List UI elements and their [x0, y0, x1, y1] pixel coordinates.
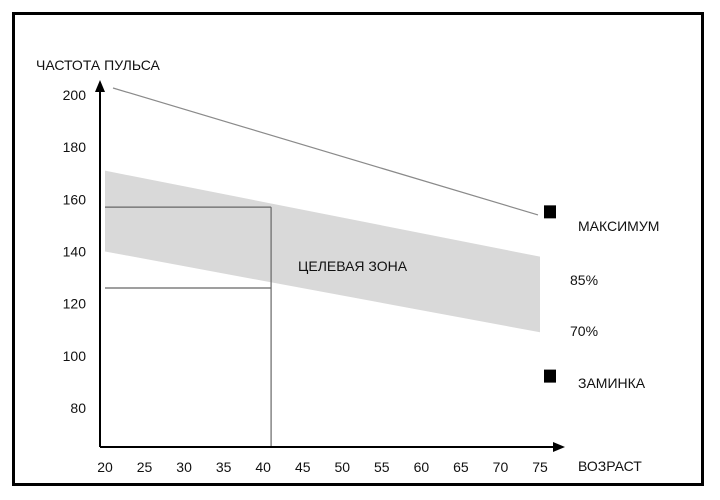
x-tick-label: 50 [334, 459, 350, 475]
y-axis-arrow-icon [95, 80, 105, 92]
x-tick-label: 25 [137, 459, 153, 475]
x-tick-label: 35 [216, 459, 232, 475]
y-tick-label: 100 [63, 348, 87, 364]
max-marker [544, 205, 556, 219]
tick-layer: 80 100 120 140 160 180 200 20 25 30 35 40 45 50 55 60 65… [63, 87, 548, 475]
x-tick-label: 45 [295, 459, 311, 475]
line-layer [105, 87, 539, 447]
y-axis-label: ЧАСТОТА ПУЛЬСА [36, 57, 160, 73]
x-axis-arrow-icon [553, 442, 565, 452]
x-tick-label: 70 [493, 459, 509, 475]
y-tick-label: 180 [63, 139, 87, 155]
cooldown-marker [544, 369, 556, 383]
x-tick-label: 65 [453, 459, 469, 475]
x-tick-label: 75 [532, 459, 548, 475]
max-heart-rate-line [112, 87, 539, 216]
x-tick-label: 55 [374, 459, 390, 475]
y-tick-label: 80 [70, 400, 86, 416]
axis-layer [95, 80, 565, 452]
x-tick-label: 40 [255, 459, 271, 475]
x-tick-label: 20 [97, 459, 113, 475]
target-zone-label: ЦЕЛЕВАЯ ЗОНА [298, 258, 408, 274]
legend-cooldown-label: ЗАМИНКА [578, 375, 646, 391]
marker-layer [544, 205, 556, 383]
legend-max-label: МАКСИМУМ [578, 218, 659, 234]
y-tick-label: 140 [63, 243, 87, 259]
y-tick-label: 120 [63, 296, 87, 312]
x-tick-label: 30 [176, 459, 192, 475]
target-zone-band [105, 170, 540, 333]
legend-70-label: 70% [570, 323, 598, 339]
x-axis-label: ВОЗРАСТ [578, 458, 642, 474]
y-tick-label: 200 [63, 87, 87, 103]
x-tick-label: 60 [414, 459, 430, 475]
y-tick-label: 160 [63, 191, 87, 207]
legend-85-label: 85% [570, 272, 598, 288]
band-layer [105, 170, 540, 333]
